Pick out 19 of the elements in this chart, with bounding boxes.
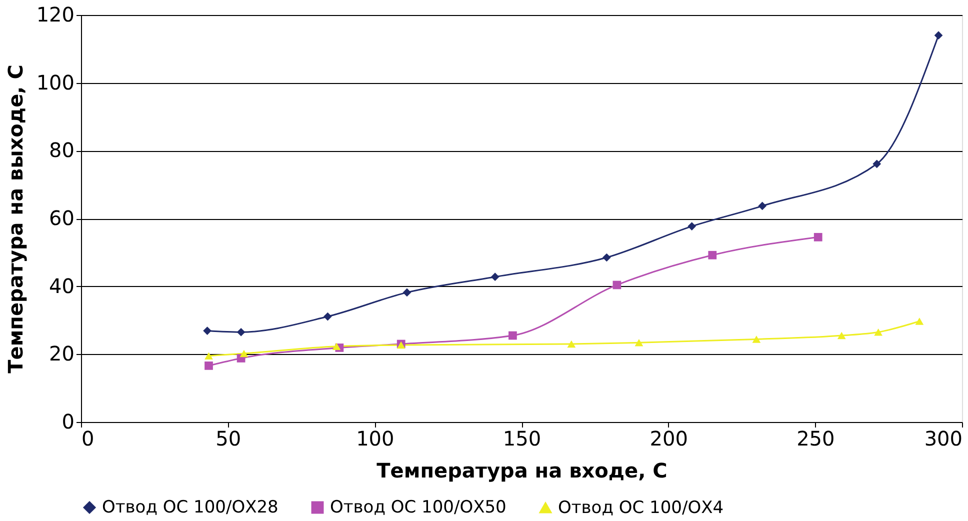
y-tick-label: 40 (49, 274, 74, 298)
x-tick-label: 200 (650, 426, 688, 450)
legend-label: Отвод ОС 100/ОХ28 (102, 498, 278, 518)
y-axis-title: Температура на выходе, С (3, 64, 28, 374)
y-tick-label: 60 (49, 206, 74, 230)
x-tick-label: 100 (356, 426, 394, 450)
x-tick-label: 150 (502, 426, 542, 450)
x-tick-label: 300 (924, 426, 962, 450)
x-tick-label: 50 (216, 426, 242, 450)
y-tick-label: 80 (49, 138, 74, 162)
x-axis-title: Температура на входе, С (376, 458, 668, 482)
y-tick-label: 120 (36, 2, 74, 26)
y-tick-label: 100 (36, 70, 74, 94)
legend-label: Отвод ОС 100/ОХ4 (558, 498, 724, 518)
x-tick-label: 0 (82, 426, 94, 450)
y-tick-label: 0 (62, 410, 74, 434)
legend-label: Отвод ОС 100/ОХ50 (330, 498, 506, 518)
y-tick-label: 20 (49, 342, 74, 366)
x-tick-label: 250 (796, 426, 835, 450)
